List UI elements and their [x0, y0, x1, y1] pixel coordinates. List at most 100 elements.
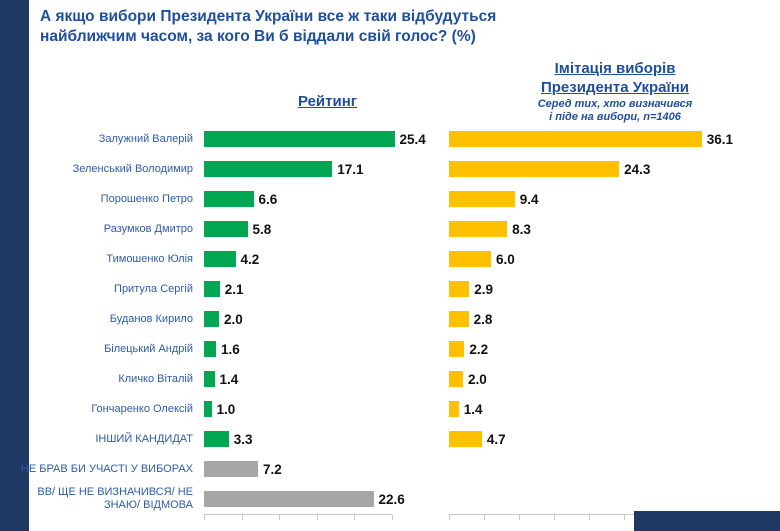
imitation-value: 24.3 [624, 161, 651, 177]
rating-value: 1.0 [216, 401, 236, 417]
chart-row: Білецький Андрій 1.6 2.2 [0, 334, 780, 364]
imitation-bar [449, 281, 470, 297]
imitation-bar-cell [445, 454, 780, 484]
chart-row: Гончаренко Олексій 1.0 1.4 [0, 394, 780, 424]
axis-tick [449, 515, 450, 520]
rating-bar-cell: 2.0 [200, 304, 445, 334]
rating-bar-cell: 5.8 [200, 214, 445, 244]
imitation-bar [449, 371, 463, 387]
rating-bar [204, 311, 219, 327]
imitation-header-line-2: Президента України [540, 78, 689, 96]
imitation-value: 4.7 [486, 431, 506, 447]
imitation-bar [449, 431, 482, 447]
rating-bar [204, 341, 216, 357]
rating-bar-cell: 17.1 [200, 154, 445, 184]
imitation-bar-cell: 2.0 [445, 364, 780, 394]
imitation-bar [449, 131, 702, 147]
axis-tick [484, 515, 485, 520]
imitation-subtitle-line-2: і піде на вибори, n=1406 [549, 110, 681, 123]
imitation-bar [449, 401, 459, 417]
imitation-value: 36.1 [706, 131, 733, 147]
rating-bar [204, 401, 212, 417]
left-accent-stripe [0, 0, 29, 531]
page-title-line-1: А якщо вибори Президента України все ж т… [40, 8, 497, 25]
imitation-bar-cell: 9.4 [445, 184, 780, 214]
chart-row: Притула Сергій 2.1 2.9 [0, 274, 780, 304]
imitation-value: 2.0 [468, 371, 487, 387]
imitation-subtitle-line-1: Серед тих, хто визначився [537, 97, 693, 110]
page-title: А якщо вибори Президента України все ж т… [40, 7, 740, 47]
category-label: Разумков Дмитро [103, 222, 193, 235]
imitation-bar [449, 191, 515, 207]
rating-bar [204, 431, 229, 447]
axis-tick [316, 515, 318, 520]
category-label: Кличко Віталій [118, 372, 193, 385]
imitation-value: 9.4 [519, 191, 539, 207]
category-label: Притула Сергій [114, 282, 193, 295]
imitation-bar-cell: 6.0 [445, 244, 780, 274]
imitation-value: 8.3 [512, 221, 531, 237]
rating-bar [204, 161, 333, 177]
imitation-bar-cell: 2.2 [445, 334, 780, 364]
neutral-bar [204, 461, 258, 477]
rating-value: 2.1 [224, 281, 244, 297]
rating-bar-cell: 25.4 [200, 124, 445, 154]
rating-value: 25.4 [399, 131, 426, 147]
rating-bar-cell: 1.0 [200, 394, 445, 424]
category-label: Залужний Валерій [98, 132, 193, 145]
imitation-value: 1.4 [463, 401, 483, 417]
rating-bar-cell: 3.3 [200, 424, 445, 454]
axis-tick [391, 515, 393, 520]
rating-bar [204, 191, 254, 207]
category-label: Гончаренко Олексій [91, 402, 193, 415]
rating-bar [204, 281, 220, 297]
chart-row: Порошенко Петро 6.6 9.4 [0, 184, 780, 214]
rating-bar-cell: 7.2 [200, 454, 445, 484]
rating-value: 22.6 [378, 491, 405, 507]
imitation-bar-cell: 24.3 [445, 154, 780, 184]
axis-tick [589, 515, 590, 520]
imitation-value: 2.2 [469, 341, 489, 357]
chart-row: ІНШИЙ КАНДИДАТ 3.3 4.7 [0, 424, 780, 454]
chart-row: Залужний Валерій 25.4 36.1 [0, 124, 780, 154]
rating-value: 7.2 [263, 461, 282, 477]
category-label: Білецький Андрій [104, 342, 193, 355]
axis-tick [279, 515, 280, 520]
axis-tick [241, 515, 243, 520]
imitation-bar-cell: 1.4 [445, 394, 780, 424]
rating-bar-cell: 4.2 [200, 244, 445, 274]
imitation-bar [449, 221, 508, 237]
imitation-header-line-1: Імітація виборів [554, 60, 676, 77]
rating-bar-cell: 2.1 [200, 274, 445, 304]
imitation-bar [449, 311, 469, 327]
chart-row: ВВ/ ЩЕ НЕ ВИЗНАЧИВСЯ/ НЕ ЗНАЮ/ ВІДМОВА 22… [0, 484, 780, 514]
bottom-right-accent-block [634, 511, 780, 531]
rating-axis [204, 514, 393, 520]
rating-value: 1.6 [221, 341, 240, 357]
imitation-bar [449, 341, 465, 357]
axis-tick [519, 515, 520, 520]
axis-tick [354, 515, 355, 520]
imitation-value: 2.8 [473, 311, 493, 327]
category-label: НЕ БРАВ БИ УЧАСТІ У ВИБОРАХ [20, 462, 193, 475]
category-label: ВВ/ ЩЕ НЕ ВИЗНАЧИВСЯ/ НЕ ЗНАЮ/ ВІДМОВА [37, 486, 193, 511]
rating-bar-cell: 1.4 [200, 364, 445, 394]
category-label: Порошенко Петро [100, 192, 193, 205]
rating-value: 3.3 [233, 431, 253, 447]
rating-value: 4.2 [240, 251, 260, 267]
axis-tick [624, 515, 625, 520]
rating-bar [204, 371, 215, 387]
rating-bar [204, 251, 236, 267]
category-label: Тимошенко Юлія [106, 252, 193, 265]
imitation-bar-cell: 8.3 [445, 214, 780, 244]
rating-value: 2.0 [224, 311, 243, 327]
imitation-value: 6.0 [496, 251, 515, 267]
category-label: Буданов Кирило [109, 312, 193, 325]
chart-rows: Залужний Валерій 25.4 36.1 Зеленський Волод… [0, 124, 780, 514]
chart-row: Тимошенко Юлія 4.2 6.0 [0, 244, 780, 274]
chart-row: НЕ БРАВ БИ УЧАСТІ У ВИБОРАХ 7.2 [0, 454, 780, 484]
category-label: Зеленський Володимир [72, 162, 193, 175]
rating-bar-cell: 22.6 [200, 484, 445, 514]
imitation-bar-cell: 4.7 [445, 424, 780, 454]
category-label: ІНШИЙ КАНДИДАТ [95, 432, 193, 445]
